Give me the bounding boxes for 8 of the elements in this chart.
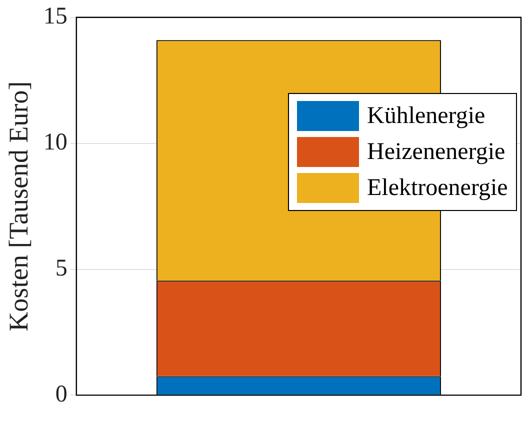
y-tick-label: 0 [55, 381, 68, 408]
y-axis-title: Kosten [Tausend Euro] [3, 81, 34, 332]
legend-label: Elektroenergie [367, 174, 508, 203]
y-tick-label: 10 [43, 130, 68, 156]
y-tick-label: 15 [43, 4, 68, 30]
y-tick-label: 5 [55, 256, 68, 282]
legend-label: Kühlenergie [367, 102, 486, 131]
legend-label: Heizenenergie [367, 138, 506, 167]
